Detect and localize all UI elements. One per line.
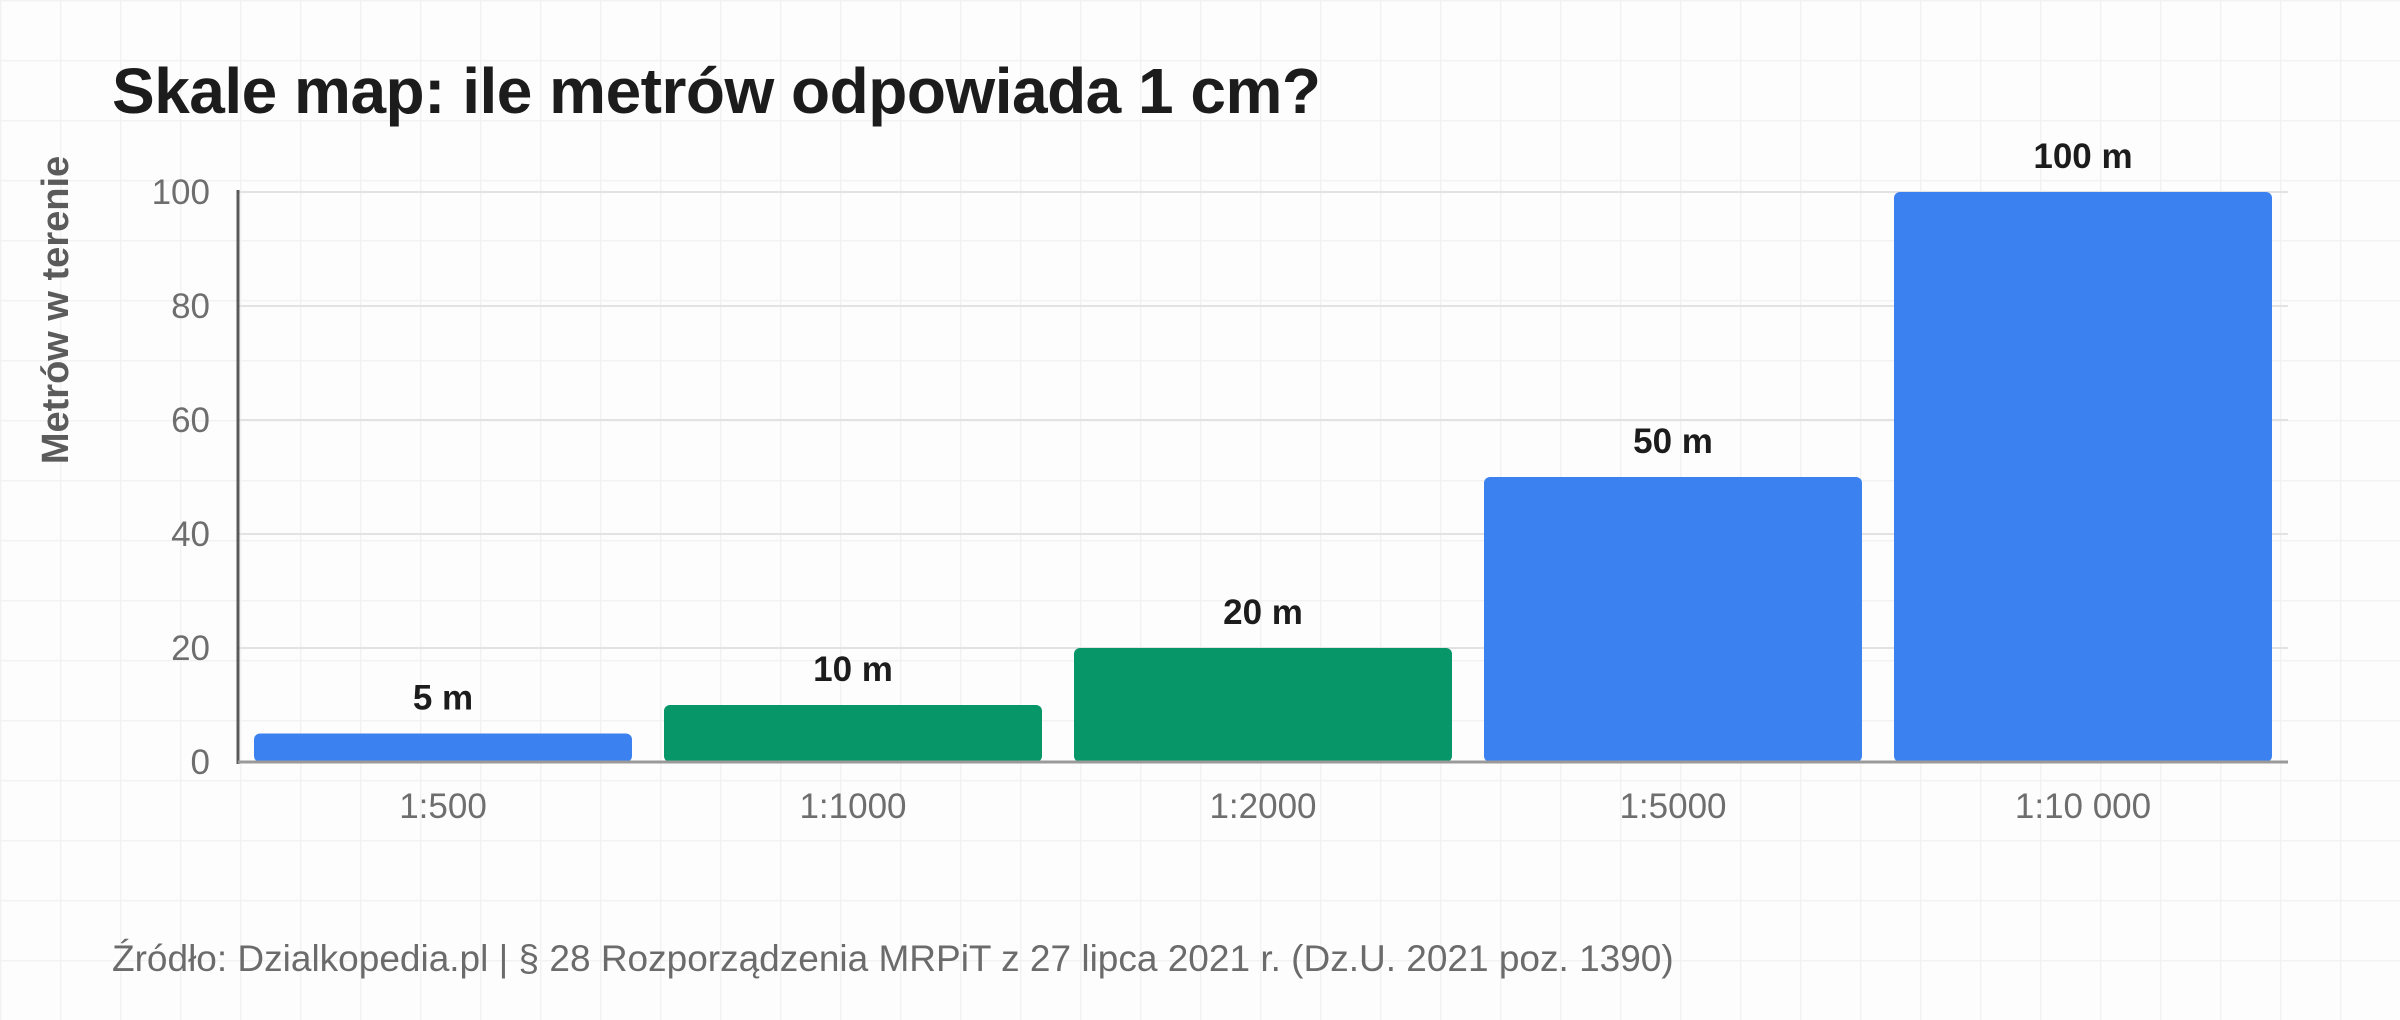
data-label: 5 m: [413, 679, 473, 718]
y-tick-label: 0: [191, 743, 210, 782]
bar: [1074, 648, 1452, 762]
bar: [1894, 192, 2272, 762]
x-tick-label: 1:500: [399, 787, 487, 826]
data-label: 50 m: [1633, 422, 1713, 461]
data-label: 10 m: [813, 650, 893, 689]
x-tick-label: 1:10 000: [2015, 787, 2151, 826]
x-tick-label: 1:1000: [799, 787, 906, 826]
y-tick-label: 60: [171, 401, 210, 440]
y-tick-label: 100: [152, 173, 210, 212]
axes: 0 20 40 60 80 100 1:500 1:1000 1:2000 1:5000 1:10 …: [152, 173, 2288, 826]
x-tick-label: 1:5000: [1619, 787, 1726, 826]
bar: [254, 733, 632, 762]
x-tick-label: 1:2000: [1209, 787, 1316, 826]
bar: [664, 705, 1042, 762]
data-label: 20 m: [1223, 593, 1303, 632]
y-tick-label: 20: [171, 629, 210, 668]
bars: 5 m 10 m 20 m 50 m 100 m: [254, 137, 2272, 762]
chart-title: Skale map: ile metrów odpowiada 1 cm?: [112, 55, 1321, 127]
y-axis-title: Metrów w terenie: [35, 156, 77, 464]
data-label: 100 m: [2033, 137, 2132, 176]
bar: [1484, 477, 1862, 762]
y-tick-label: 40: [171, 515, 210, 554]
source-note: Źródło: Dzialkopedia.pl | § 28 Rozporząd…: [112, 938, 1674, 979]
y-tick-label: 80: [171, 287, 210, 326]
